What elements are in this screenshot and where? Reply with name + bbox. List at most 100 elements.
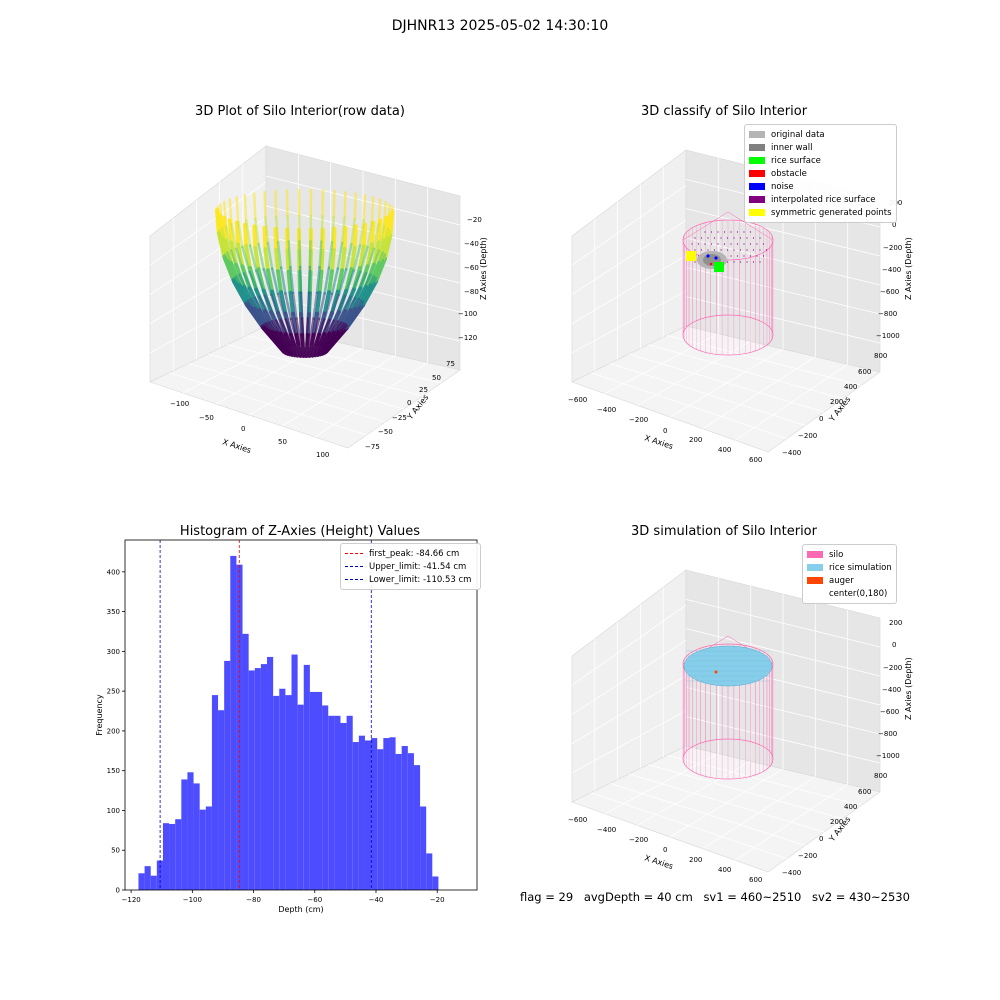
histogram-bar [407,753,414,890]
point-strand [229,249,241,277]
point-strand [263,190,267,219]
x-tick-label: 400 [718,446,731,454]
legend-line [345,566,363,567]
point-strand [243,194,248,222]
legend-swatch [807,590,823,597]
point-strand [284,292,293,321]
y-tick-label: 200 [830,818,843,826]
grid-line [685,598,881,648]
z-tick-label: −60 [464,264,479,272]
legend-label: original data [771,129,825,140]
interpolated-point [704,231,706,233]
legend-item: symmetric generated points [749,206,892,219]
histogram-bar [254,668,261,890]
classify-plot-title: 3D classify of Silo Interior [640,104,808,119]
legend-swatch [807,551,823,558]
legend-label: interpolated rice surface [771,194,876,205]
legend-item: interpolated rice surface [749,193,892,206]
x-tick-label: 200 [689,856,702,864]
grid-line [571,675,687,744]
point-strand [242,222,249,249]
point-strand [248,270,261,298]
histogram-bar [383,738,390,890]
grid-line [571,184,687,266]
point-strand [315,266,321,295]
x-tick-label: −100 [183,896,202,904]
y-tick-label: −400 [782,869,801,877]
z-tick-label: −400 [882,266,901,274]
y-tick-label: −25 [392,414,407,422]
x-tick-label: −80 [246,896,261,904]
point-strand [330,267,340,296]
point-strand [284,318,297,346]
histogram-bar [364,740,372,890]
point-strand [353,192,357,221]
histogram-bar [218,710,225,890]
grid-line [571,604,687,686]
histogram-bar [340,722,347,890]
point-strand [291,291,298,320]
point-cloud [215,188,395,358]
interpolated-point [700,249,703,251]
point-strand [299,291,304,320]
x-tick-label: 0 [241,425,245,433]
histogram-bar [420,806,427,890]
sv2-value: sv2 = 430~2530 [812,890,910,904]
x-tick-label: −200 [629,836,648,844]
x-tick-label: −120 [122,896,141,904]
legend-label: rice surface [771,155,821,166]
point-strand [339,296,357,324]
legend-label: first_peak: -84.66 cm [369,548,460,559]
histogram-bar [432,876,439,890]
point-strand [226,251,238,278]
histogram-bar [205,806,212,890]
interpolated-point [749,243,752,245]
point-strand [336,241,344,270]
legend-swatch [749,183,765,190]
histogram-bar [389,737,396,890]
interpolated-point [752,261,755,263]
point-strand [285,248,291,274]
point-strand [223,253,236,280]
x-tick-label: −600 [568,816,587,824]
point-strand [253,296,271,324]
point-strand [386,203,391,230]
z-tick-label: −800 [878,310,897,318]
histogram-bar [260,664,268,890]
interpolated-point [752,237,755,239]
rice-surface [683,645,773,687]
point-strand [245,300,265,327]
grid-line [571,220,687,295]
classify-3d-plot: −600 −400 −200 0 200 400 600 X Axies 800… [568,149,913,464]
histogram-bar [138,873,145,890]
point-strand [286,214,290,243]
interpolated-point [743,243,745,245]
z-tick-label: −1000 [876,752,900,760]
point-strand [360,275,376,302]
interpolated-point [752,249,755,251]
point-strand [263,247,270,273]
point-strand [308,317,315,346]
z-tick-label: −120 [458,334,477,342]
point-strand [241,245,251,274]
grid-line [685,266,881,315]
grid-line [669,768,784,838]
legend-swatch [749,131,765,138]
point-strand [323,266,331,295]
interpolated-point [743,255,745,257]
y-tick-label: 800 [874,352,887,360]
histogram-bar [346,715,353,890]
legend-swatch [807,577,823,584]
interpolated-point [733,261,735,263]
raw-plot-title: 3D Plot of Silo Interior(row data) [195,104,405,119]
point-strand [247,299,266,326]
y-tick-label: 0 [407,399,411,407]
interpolated-point [756,243,758,245]
y-tick-label: 75 [446,360,455,368]
y-tick-label: 400 [107,568,120,576]
point-strand [249,297,268,325]
point-strand [306,291,311,320]
y-tick-label: 0 [819,415,823,423]
point-strand [358,244,366,270]
